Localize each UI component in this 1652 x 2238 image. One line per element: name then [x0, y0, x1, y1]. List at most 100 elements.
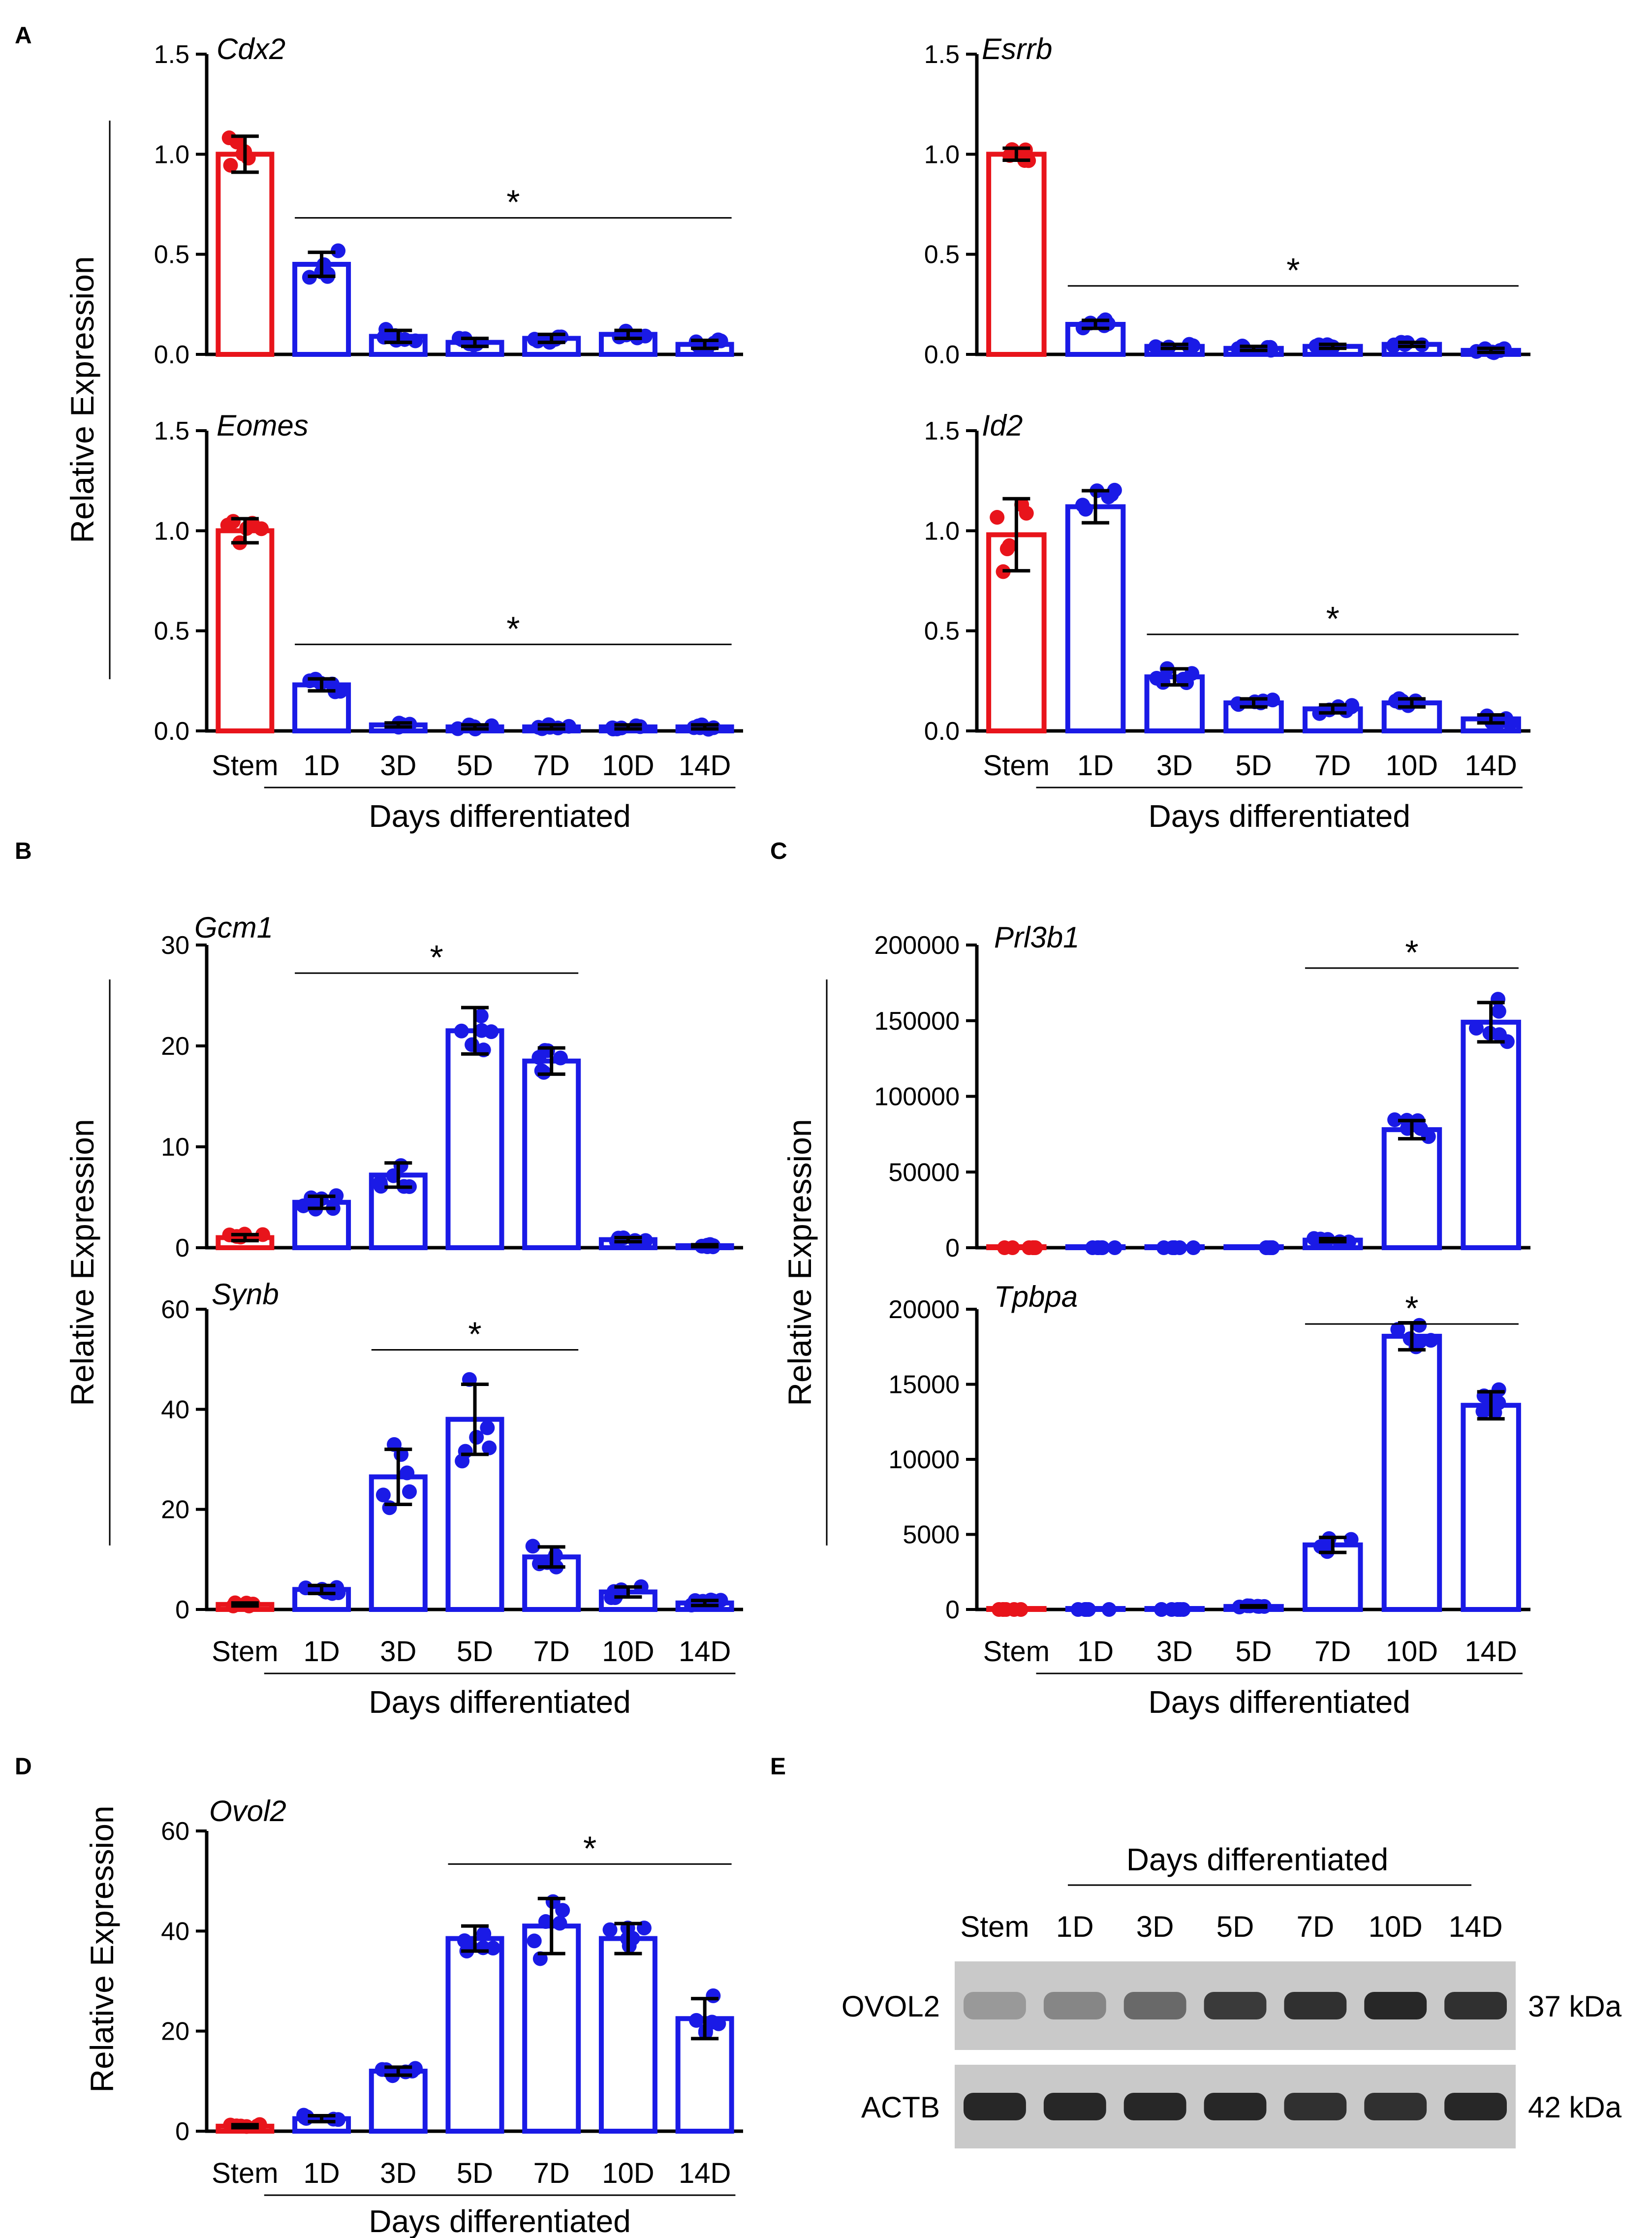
- prl3b1-point: [1421, 1129, 1436, 1144]
- prl3b1-sig-mark: *: [1405, 933, 1418, 972]
- synb-ytick-label: 0: [175, 1596, 189, 1624]
- western-band: [1123, 2093, 1186, 2120]
- eomes-ytick-label: 0.0: [154, 717, 189, 746]
- eomes-point: [225, 514, 241, 529]
- id2-bar: [1065, 504, 1126, 733]
- tpbpa-ytick-label: 5000: [903, 1521, 960, 1549]
- cdx2-point: [223, 158, 238, 173]
- panel-letter-a: A: [15, 23, 32, 49]
- synb-point: [482, 1440, 497, 1455]
- western-lane-label: 10D: [1369, 1910, 1423, 1943]
- western-band: [1284, 2093, 1347, 2120]
- ovol2-xtick-label: 5D: [457, 2157, 493, 2189]
- ylabel-a: Relative Expression: [64, 121, 111, 679]
- cdx2-sig-mark: *: [506, 183, 520, 221]
- ovol2-point: [689, 2013, 704, 2028]
- western-lane-label: 5D: [1216, 1910, 1254, 1943]
- western-band: [1284, 1992, 1347, 2019]
- ovol2-xtick-label: Stem: [212, 2157, 278, 2189]
- cdx2-point: [241, 151, 256, 166]
- synb-xtick-label: 5D: [457, 1636, 493, 1668]
- gcm1-ytick-label: 0: [175, 1234, 189, 1262]
- synb-point: [400, 1465, 415, 1481]
- id2-point: [1265, 693, 1280, 708]
- tpbpa-bar: [1381, 1333, 1442, 1612]
- western-size-label: 37 kDa: [1528, 1990, 1622, 2023]
- prl3b1-ytick-label: 50000: [888, 1158, 960, 1187]
- gcm1-point: [329, 1188, 344, 1203]
- cdx2-point: [331, 243, 346, 258]
- eomes-xtick-label: 3D: [380, 750, 416, 782]
- tpbpa-sig-mark: *: [1405, 1289, 1418, 1327]
- tpbpa-xtick-label: 3D: [1156, 1636, 1193, 1668]
- prl3b1-point: [1499, 1034, 1515, 1049]
- gcm1-point: [473, 1009, 489, 1024]
- eomes-sig-mark: *: [506, 609, 520, 648]
- ylabel-b: Relative Expression: [64, 979, 111, 1545]
- gcm1-point: [553, 1050, 568, 1066]
- western-lane-label: 3D: [1136, 1910, 1174, 1943]
- eomes-xtick-label: Stem: [212, 750, 278, 782]
- esrrb-ytick-label: 1.0: [924, 140, 960, 169]
- tpbpa-point: [1423, 1333, 1438, 1348]
- panel-letter-c: C: [770, 838, 787, 864]
- prl3b1-point: [1491, 1004, 1506, 1019]
- chart-esrrb: Esrrb 0.0 0.5 1.0 1.5 *: [924, 32, 1530, 369]
- synb-point: [402, 1484, 417, 1499]
- prl3b1-bar: [1223, 1244, 1284, 1250]
- ovol2-ytick-label: 60: [161, 1817, 189, 1846]
- id2-xlabel: Days differentiated: [1148, 798, 1410, 834]
- prl3b1-point: [1468, 1021, 1484, 1036]
- ovol2-bar: [598, 1936, 657, 2134]
- gcm1-point: [373, 1175, 388, 1190]
- synb-ytick-label: 60: [161, 1295, 189, 1324]
- gcm1-ytick-label: 20: [161, 1032, 189, 1061]
- cdx2-ytick-label: 1.5: [154, 40, 189, 69]
- prl3b1-point: [1261, 1240, 1277, 1255]
- id2-ytick-label: 1.0: [924, 517, 960, 545]
- eomes-xtick-label: 10D: [602, 750, 654, 782]
- synb-xlabel: Days differentiated: [369, 1684, 630, 1720]
- ovol2-ytick-label: 40: [161, 1917, 189, 1946]
- tpbpa-xtick-label: 7D: [1314, 1636, 1351, 1668]
- ovol2-point: [555, 1903, 570, 1918]
- ylabel-c: Relative Expression: [781, 979, 828, 1545]
- svg-text:Relative Expression: Relative Expression: [64, 256, 100, 543]
- eomes-xtick-label: 7D: [533, 750, 570, 782]
- id2-ytick-label: 1.5: [924, 417, 960, 445]
- cdx2-point: [316, 257, 332, 272]
- gcm1-point: [534, 1063, 549, 1078]
- prl3b1-point: [1172, 1240, 1187, 1255]
- synb-xtick-label: 10D: [602, 1636, 654, 1668]
- ovol2-xtick-label: 3D: [380, 2157, 416, 2189]
- chart-tpbpa: Tpbpa 0 5000 10000 15000 20000 *: [888, 1280, 1530, 1624]
- svg-text:Relative Expression: Relative Expression: [84, 1805, 120, 2092]
- ovol2-title: Ovol2: [209, 1795, 286, 1828]
- cdx2-point: [389, 333, 404, 348]
- esrrb-point: [1309, 339, 1324, 354]
- synb-title: Synb: [212, 1278, 279, 1311]
- synb-point: [480, 1420, 495, 1435]
- synb-point: [525, 1539, 540, 1554]
- chart-cdx2: Cdx2 0.0 0.5 1.0 1.5 *: [154, 32, 743, 369]
- id2-xtick-label: 10D: [1386, 750, 1438, 782]
- esrrb-ytick-label: 1.5: [924, 40, 960, 69]
- tpbpa-point: [1343, 1532, 1359, 1547]
- synb-xtick-label: 1D: [303, 1636, 340, 1668]
- id2-xtick-label: 14D: [1465, 750, 1517, 782]
- western-band: [1123, 1992, 1186, 2019]
- tpbpa-bar: [1461, 1403, 1521, 1612]
- western-band: [1043, 1992, 1106, 2019]
- tpbpa-point: [1101, 1602, 1117, 1617]
- ovol2-bar: [522, 1923, 581, 2134]
- gcm1-point: [465, 1037, 480, 1052]
- eomes-xtick-label: 14D: [679, 750, 731, 782]
- ovol2-point: [602, 1922, 618, 1937]
- western-blot: Days differentiated Stem 1D 3D 5D 7D 10D 14D OV…: [842, 1842, 1622, 2148]
- tpbpa-point: [1412, 1334, 1428, 1349]
- id2-title: Id2: [982, 409, 1023, 442]
- tpbpa-point: [1006, 1602, 1022, 1617]
- chart-id2: Id2 0.0 0.5 1.0 1.5 *: [924, 409, 1530, 746]
- synb-point: [455, 1453, 470, 1469]
- prl3b1-point: [1107, 1240, 1122, 1255]
